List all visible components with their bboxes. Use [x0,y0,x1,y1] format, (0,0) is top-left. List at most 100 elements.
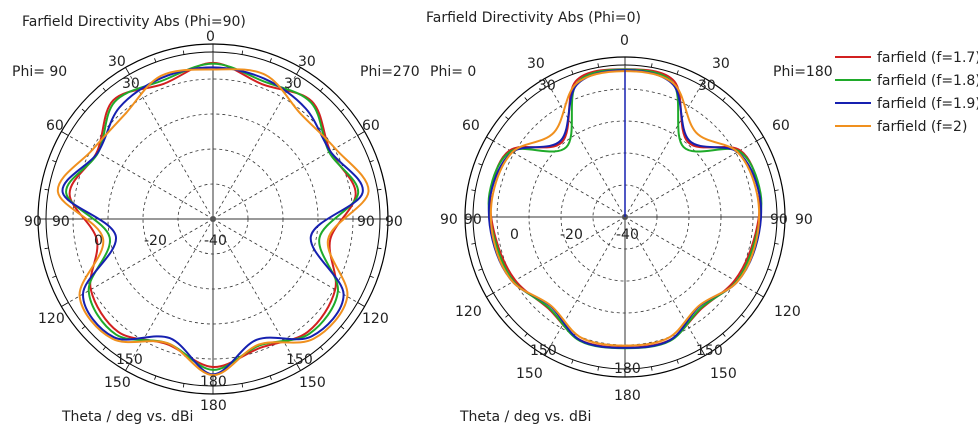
angle-tick-30-outer-right: 30 [298,54,316,70]
ring-tick [676,359,679,364]
ring-tick [767,268,772,271]
series-layer [56,61,370,377]
polar-plot-phi90: Farfield Directivity Abs (Phi=90) Phi= 9… [12,14,420,425]
ring-tick [377,247,382,250]
ring-tick [340,108,345,112]
angle-tick-labels: 0 30 30 60 60 90 90 30 30 90 90 120 120 … [440,33,813,404]
angle-tick-30-inner-left: 30 [538,78,556,94]
right-phi-label: Phi=180 [773,64,833,80]
ring-tick [182,50,185,55]
ring-tick [52,275,57,278]
ring-tick [478,163,483,166]
angle-tick-90-left-outer: 90 [24,214,42,230]
left-phi-label: Phi= 0 [430,64,476,80]
angle-tick-150-inner-left: 150 [116,352,143,368]
ring-tick [377,188,382,191]
ring-tick [544,348,550,356]
polar-plot-phi0: Farfield Directivity Abs (Phi=0) Phi= 0 … [426,10,833,425]
angle-tick-120-left: 120 [38,311,65,327]
ring-tick [52,160,57,163]
angle-tick-150-outer-left: 150 [104,375,131,391]
ring-tick [102,346,106,351]
ring-tick [81,326,86,330]
angle-tick-60-left: 60 [46,118,64,134]
ring-tick [241,50,244,55]
chart-footer: Theta / deg vs. dBi [61,409,193,425]
series-layer [487,68,763,350]
ring-tick [597,63,599,68]
radial-tick-40: -40 [616,227,639,243]
ring-tick [505,116,509,120]
grid-spoke [68,218,214,303]
ring-tick [756,136,764,142]
ring-tick [756,292,764,298]
ring-tick [651,63,653,68]
angle-tick-90-right-outer: 90 [795,212,813,228]
angle-tick-90-left-inner: 90 [464,212,482,228]
angle-tick-90-left-outer: 90 [440,212,458,228]
ring-tick [340,326,345,330]
grid-spoke [129,74,214,220]
grid-spoke [624,85,702,218]
left-phi-label: Phi= 90 [12,64,67,80]
ring-tick [125,67,130,75]
ring-tick [651,366,653,371]
angle-tick-120-right: 120 [362,311,389,327]
ring-tick [505,314,509,318]
ring-tick [296,363,301,371]
angle-tick-30-inner-left: 30 [122,76,140,92]
radial-tick-labels: 0 -20 -40 [510,227,639,243]
grid-spoke [212,74,297,220]
ring-tick [154,58,157,63]
ring-tick [269,375,272,380]
ring-tick [471,243,476,245]
radial-tick-20: -20 [560,227,583,243]
radial-tick-0: 0 [94,233,103,249]
ring-tick [241,383,244,388]
right-phi-label: Phi=270 [360,64,420,80]
angle-tick-150-outer-right: 150 [299,375,326,391]
grid-spoke [548,216,626,349]
ring-tick [61,131,69,136]
series-line-4 [489,70,761,347]
legend-item: farfield (f=1.9) [835,96,978,112]
grid-spoke [212,135,358,220]
legend: farfield (f=1.7) farfield (f=1.8) farfie… [835,50,978,135]
angle-tick-60-left: 60 [462,118,480,134]
radial-tick-20: -20 [144,233,167,249]
ring-tick [81,108,86,112]
angle-tick-0: 0 [206,29,215,45]
angle-tick-180-outer: 180 [614,388,641,404]
grid-spoke [624,216,702,349]
angle-tick-labels: 0 30 30 60 60 90 90 30 30 90 90 120 120 … [24,29,403,414]
ring-tick [597,366,599,371]
angle-tick-150-outer-right: 150 [710,366,737,382]
grid-spoke [68,135,214,220]
ring-tick [182,383,185,388]
legend-item: farfield (f=1.8) [835,73,978,89]
grid-spoke [212,218,358,303]
angle-tick-0: 0 [620,33,629,49]
angle-tick-150-inner-right: 150 [286,352,313,368]
legend-label: farfield (f=1.8) [877,73,978,89]
angle-tick-30-inner-right: 30 [698,78,716,94]
angle-tick-180-outer: 180 [200,398,227,414]
angle-tick-120-left: 120 [455,304,482,320]
angle-tick-180-inner: 180 [200,374,227,390]
ring-tick [722,333,726,337]
ring-tick [471,189,476,191]
ring-tick [774,243,779,245]
ring-tick [296,67,301,75]
ring-tick [774,189,779,191]
ring-tick [676,70,679,75]
angle-tick-90-left-inner: 90 [52,214,70,230]
angle-tick-150-inner-right: 150 [696,343,723,359]
angle-tick-180-inner: 180 [614,361,641,377]
grid-spoke [624,140,757,218]
ring-tick [357,131,365,136]
ring-tick [357,302,365,307]
angle-tick-90-right-outer: 90 [385,214,403,230]
legend-item: farfield (f=2) [835,119,967,135]
ring-tick [478,268,483,271]
ring-tick [544,78,550,86]
